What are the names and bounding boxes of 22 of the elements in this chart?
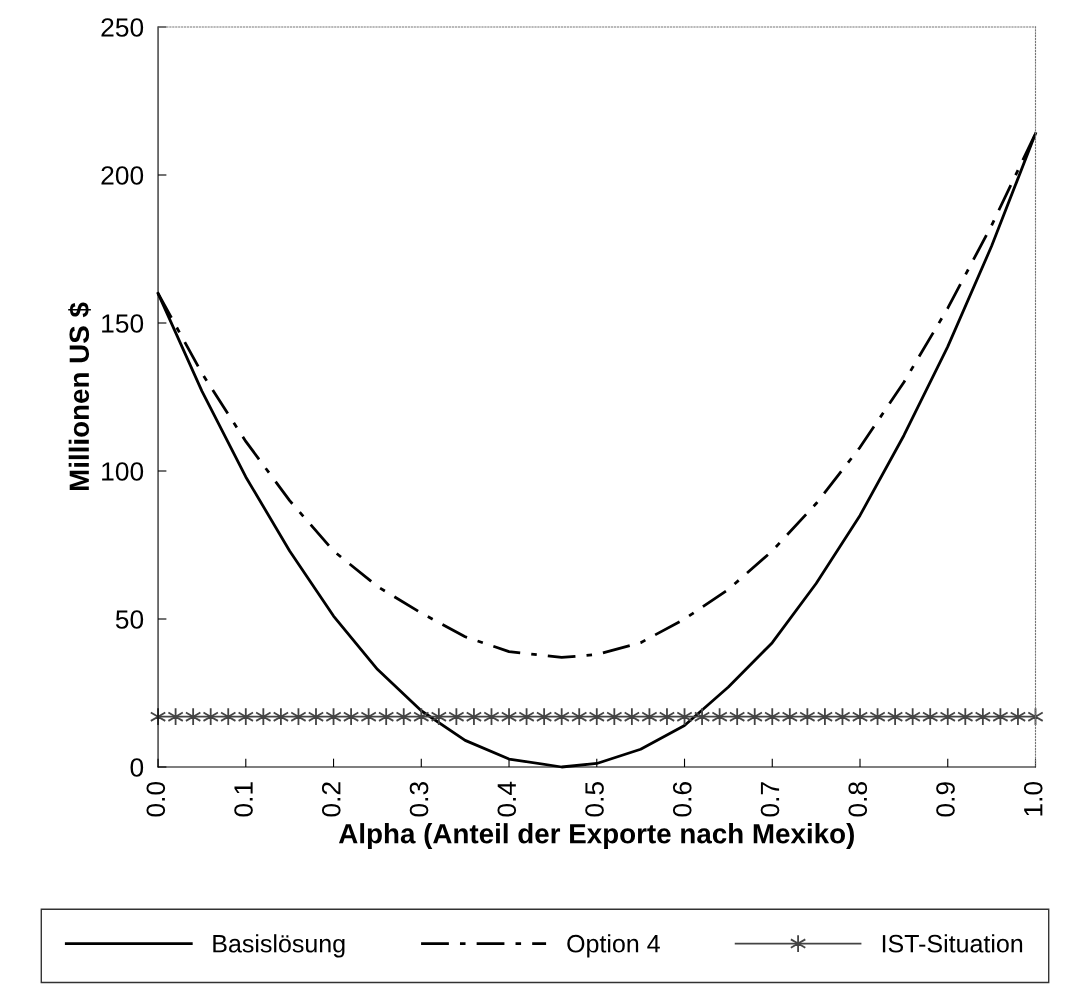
y-axis-title: Millionen US $ <box>68 302 91 491</box>
x-tick-label: 0.9 <box>936 782 955 817</box>
y-tick-label: 50 <box>115 610 144 629</box>
text: Option 4 <box>567 934 660 958</box>
x-tick-label: 0.6 <box>672 782 692 817</box>
x-tick-label: 0.4 <box>497 781 517 817</box>
x-tick-label: 0.8 <box>848 782 868 817</box>
y-tick-label: 200 <box>101 166 144 185</box>
y-tick-label: 100 <box>102 462 144 481</box>
x-tick-label: 1.0 <box>1023 781 1043 816</box>
x-tick-label: 0.0 <box>146 781 166 817</box>
x-axis-title: Alpha (Anteil der Exporte nach Mexiko) <box>338 823 854 850</box>
x-tick-label: 0.5 <box>585 781 604 817</box>
legend-label: IST-Situation <box>882 934 1023 953</box>
x-tick-label: 0.3 <box>409 782 429 817</box>
x-tick-label: 0.1 <box>234 782 253 817</box>
y-tick-label: 250 <box>101 18 144 37</box>
x-tick-label: 0.2 <box>321 782 341 817</box>
y-tick-label: 0 <box>130 758 144 777</box>
legend-label: Basislösung <box>213 934 345 958</box>
y-tick-label: 150 <box>102 314 144 333</box>
x-tick-label: 0.7 <box>760 782 780 817</box>
